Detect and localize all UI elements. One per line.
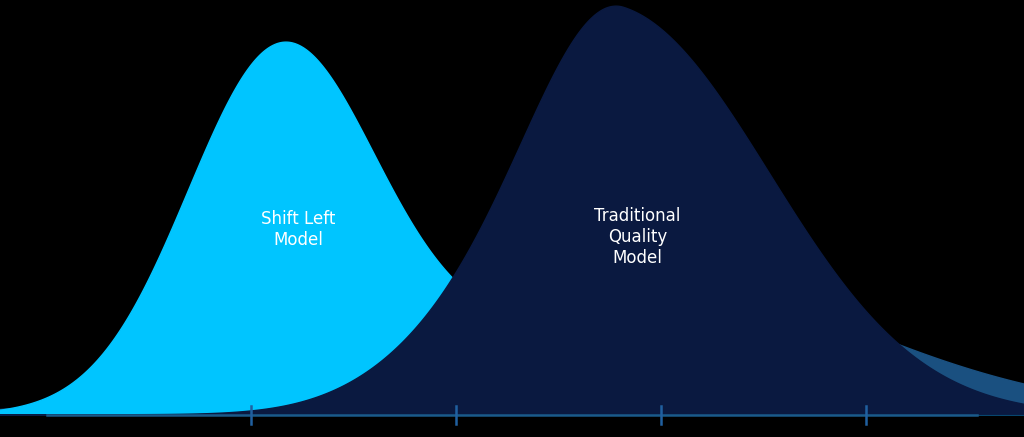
Text: Shift Left
Model: Shift Left Model <box>261 210 335 249</box>
Text: Traditional
Quality
Model: Traditional Quality Model <box>595 207 681 267</box>
